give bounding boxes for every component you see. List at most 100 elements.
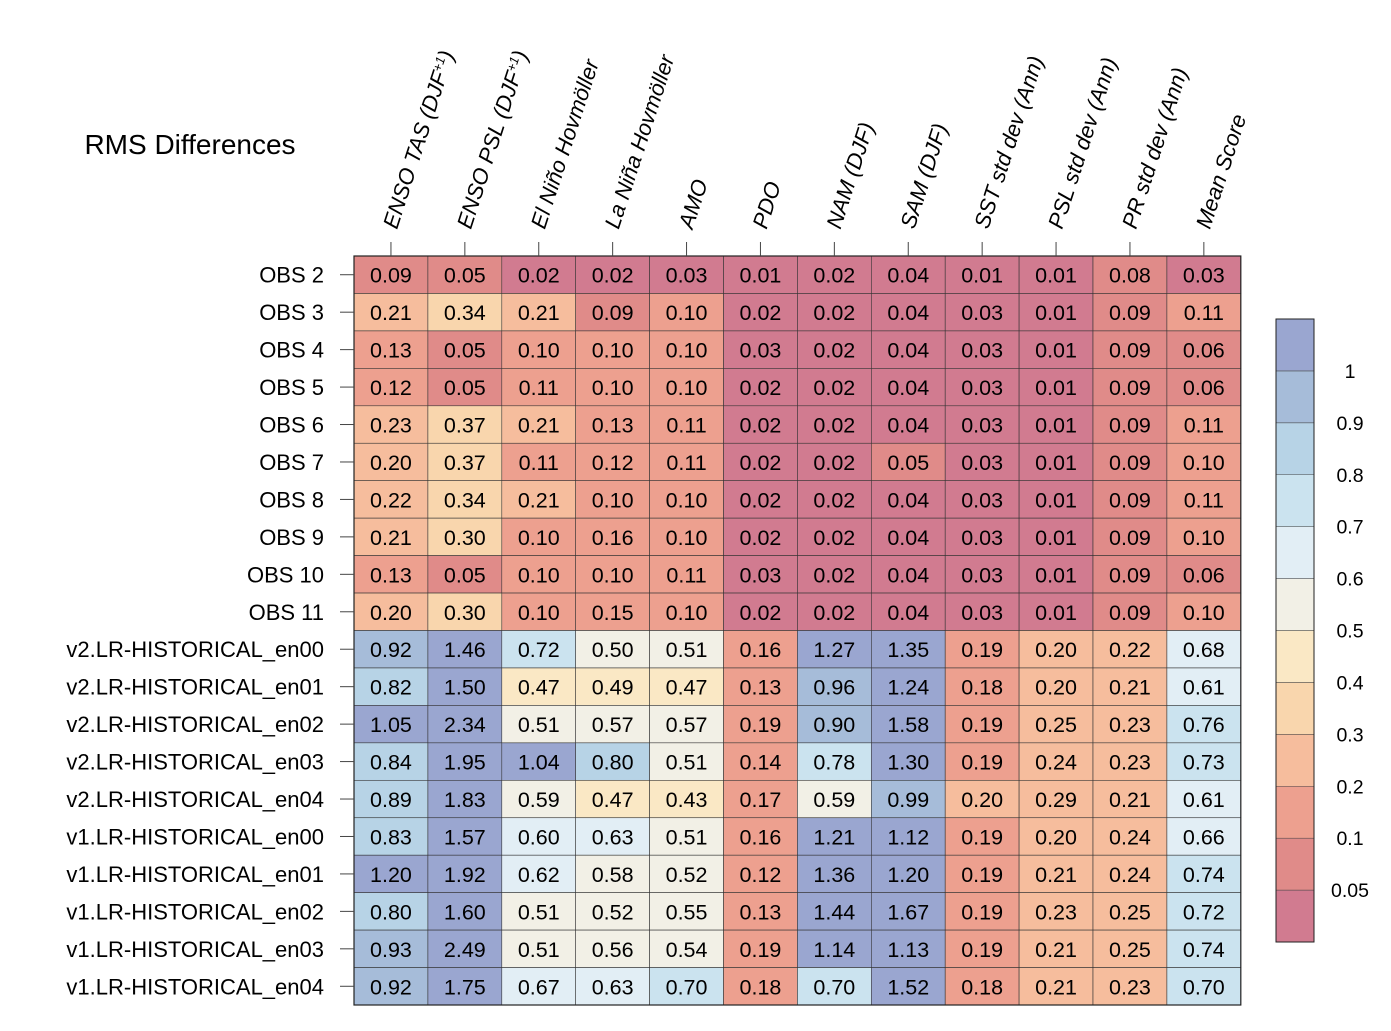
cell-value-label: 0.10: [666, 526, 708, 550]
heatmap-cell: [427, 293, 503, 332]
cell-value-label: 0.06: [1183, 376, 1225, 400]
cell-value-label: 0.82: [370, 676, 412, 700]
cell-value-label: 0.04: [887, 376, 929, 400]
cell-value-label: 0.51: [666, 825, 708, 849]
cell-value-label: 0.10: [1183, 601, 1225, 625]
cell-value-label: 0.92: [370, 975, 412, 999]
heatmap-cell: [1166, 705, 1242, 744]
cell-value-label: 0.03: [740, 339, 782, 363]
cell-value-label: 0.57: [666, 713, 708, 737]
heatmap-cell: [1092, 517, 1168, 556]
cell-value-label: 0.03: [961, 414, 1003, 438]
heatmap-cell: [944, 630, 1020, 669]
row-label: v2.LR-HISTORICAL_en03: [66, 750, 324, 775]
cell-value-label: 0.03: [961, 526, 1003, 550]
heatmap-cell: [353, 817, 429, 856]
row-label: v1.LR-HISTORICAL_en01: [66, 862, 324, 887]
heatmap-cell: [649, 892, 724, 931]
cell-value-label: 0.59: [518, 788, 560, 812]
cell-value-label: 0.21: [518, 301, 560, 325]
heatmap-cell: [797, 667, 872, 706]
cell-value-label: 0.50: [592, 638, 634, 662]
cell-value-label: 0.10: [666, 601, 708, 625]
heatmap-cell: [1018, 368, 1094, 407]
cell-value-label: 2.34: [444, 713, 486, 737]
heatmap-cell: [797, 742, 872, 781]
heatmap-cell: [1092, 368, 1168, 407]
cell-value-label: 0.10: [592, 339, 634, 363]
cell-value-label: 0.02: [813, 339, 855, 363]
heatmap-cell: [944, 293, 1020, 332]
column-label: ENSO PSL (DJF+1): [452, 47, 533, 231]
cell-value-label: 0.19: [961, 938, 1003, 962]
cell-value-label: 0.37: [444, 414, 486, 438]
heatmap-cell: [723, 368, 798, 407]
heatmap-cell: [575, 480, 650, 519]
heatmap-cell: [1092, 592, 1168, 631]
heatmap-cell: [353, 742, 429, 781]
cell-value-label: 0.09: [1109, 376, 1151, 400]
colorbar: 0.05 0.1 0.2 0.3 0.4 0.5 0.6 0.7 0.8 0.9 1: [1275, 318, 1369, 943]
cell-value-label: 0.13: [740, 676, 782, 700]
heatmap-cell: [353, 967, 429, 1006]
cell-value-label: 0.99: [887, 788, 929, 812]
column-label: PSL std dev (Ann): [1043, 54, 1122, 231]
heatmap-cell: [1166, 929, 1242, 968]
heatmap-cell: [797, 854, 872, 893]
row-label: OBS 8: [259, 487, 324, 512]
colorbar-tick-label: 1: [1345, 361, 1356, 383]
cell-value-label: 0.70: [1183, 975, 1225, 999]
cell-value-label: 0.21: [518, 488, 560, 512]
heatmap-cell: [1166, 517, 1242, 556]
cell-value-label: 0.76: [1183, 713, 1225, 737]
heatmap-cell: [353, 442, 429, 482]
heatmap-cell: [575, 330, 650, 369]
cell-value-label: 0.10: [1183, 526, 1225, 550]
heatmap-cell: [1092, 293, 1168, 332]
cell-value-label: 0.02: [813, 601, 855, 625]
heatmap-cell: [944, 892, 1020, 931]
cell-value-label: 0.03: [961, 376, 1003, 400]
cell-value-label: 1.58: [887, 713, 929, 737]
cell-value-label: 1.27: [813, 638, 855, 662]
heatmap-cell: [427, 517, 503, 556]
cell-value-label: 0.06: [1183, 563, 1225, 587]
colorbar-segment: [1275, 578, 1315, 631]
cell-value-label: 0.11: [666, 451, 706, 475]
cell-value-label: 0.09: [1109, 601, 1151, 625]
cell-value-label: 0.01: [1035, 264, 1077, 288]
cell-value-label: 0.18: [961, 676, 1003, 700]
cell-value-label: 0.01: [1035, 451, 1077, 475]
colorbar-tick-label: 0.6: [1336, 569, 1363, 591]
heatmap-cell: [649, 330, 724, 369]
cell-value-label: 1.92: [444, 863, 486, 887]
cell-value-label: 1.30: [887, 751, 929, 775]
cell-value-label: 0.37: [444, 451, 486, 475]
cell-value-label: 0.20: [370, 601, 412, 625]
cell-value-label: 0.03: [961, 339, 1003, 363]
colorbar-tick-label: 0.9: [1336, 413, 1363, 435]
heatmap-cell: [649, 854, 724, 893]
cell-value-label: 0.02: [813, 563, 855, 587]
cell-value-label: 0.19: [961, 863, 1003, 887]
heatmap-cell: [501, 667, 576, 706]
cell-value-label: 0.11: [666, 563, 706, 587]
cell-value-label: 0.24: [1035, 751, 1077, 775]
heatmap-cell: [501, 405, 576, 444]
cell-value-label: 0.02: [740, 376, 782, 400]
cell-value-label: 0.05: [444, 376, 486, 400]
heatmap-cell: [870, 405, 946, 444]
heatmap-cell: [575, 854, 650, 893]
heatmap-cell: [575, 293, 650, 332]
cell-value-label: 0.01: [1035, 563, 1077, 587]
heatmap-cell: [353, 929, 429, 968]
heatmap-cell: [723, 667, 798, 706]
cell-value-label: 0.20: [1035, 825, 1077, 849]
cell-value-label: 0.72: [1183, 900, 1225, 924]
cell-value-label: 0.11: [519, 376, 559, 400]
cell-value-label: 0.19: [961, 900, 1003, 924]
cell-value-label: 0.14: [740, 751, 782, 775]
heatmap-cell: [353, 480, 429, 519]
column-label: La Niña Hovmöller: [600, 50, 680, 231]
heatmap-cell: [870, 255, 946, 294]
